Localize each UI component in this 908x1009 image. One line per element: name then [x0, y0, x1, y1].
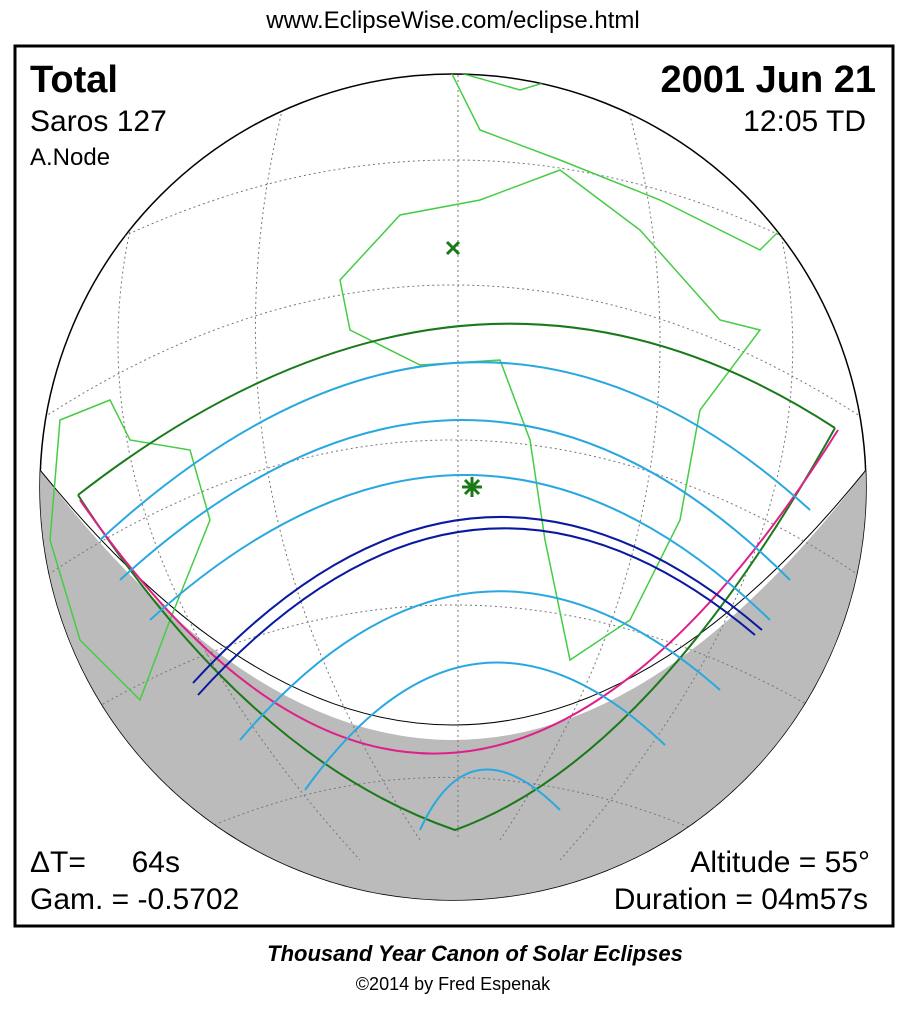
saros: Saros 127: [30, 105, 167, 138]
altitude: Altitude = 55°: [690, 846, 870, 879]
delta-t-value: 64s: [132, 846, 180, 879]
duration: Duration = 04m57s: [614, 883, 868, 916]
node: A.Node: [30, 144, 110, 171]
date: 2001 Jun 21: [661, 59, 876, 101]
delta-t-label: ΔT=: [30, 846, 86, 879]
url: www.EclipseWise.com/eclipse.html: [265, 7, 639, 34]
globe: [39, 73, 867, 901]
time: 12:05 TD: [743, 105, 866, 138]
eclipse-type: Total: [30, 59, 118, 101]
footer-title: Thousand Year Canon of Solar Eclipses: [267, 941, 683, 966]
gamma: Gam. = -0.5702: [30, 883, 239, 916]
footer-credit: ©2014 by Fred Espenak: [356, 974, 551, 994]
frame: [13, 44, 895, 928]
